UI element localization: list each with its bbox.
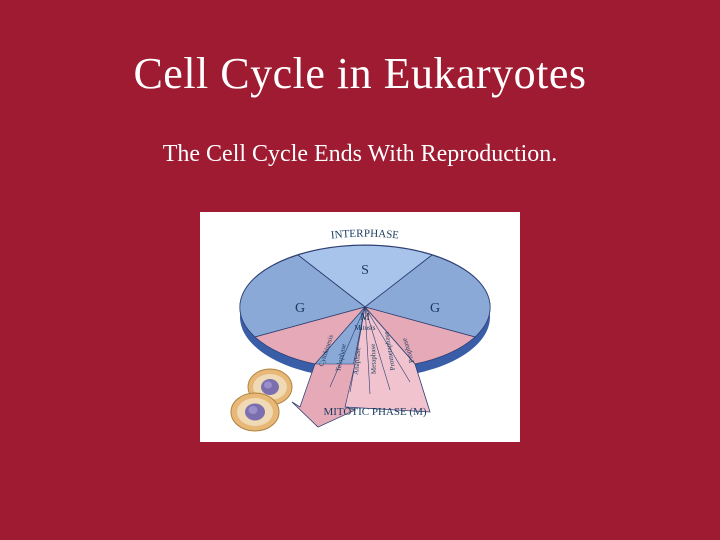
slide-subtitle: The Cell Cycle Ends With Reproduction. (163, 141, 558, 168)
label-metaphase: Metaphase (369, 344, 378, 375)
label-s: S (361, 263, 369, 278)
daughter-cell-2 (231, 393, 279, 431)
cell-cycle-diagram: INTERPHASE MITOTIC PHASE (M) G S G M Mit… (200, 212, 520, 442)
label-mitosis: Mitosis (354, 324, 375, 332)
diagram-svg: INTERPHASE MITOTIC PHASE (M) G S G M Mit… (200, 212, 520, 442)
label-g1: G (430, 301, 440, 316)
label-m: M (360, 311, 370, 323)
label-mitotic-phase: MITOTIC PHASE (M) (323, 406, 426, 418)
label-interphase: INTERPHASE (330, 228, 399, 242)
label-g2: G (295, 301, 305, 316)
slide-title: Cell Cycle in Eukaryotes (133, 48, 586, 99)
